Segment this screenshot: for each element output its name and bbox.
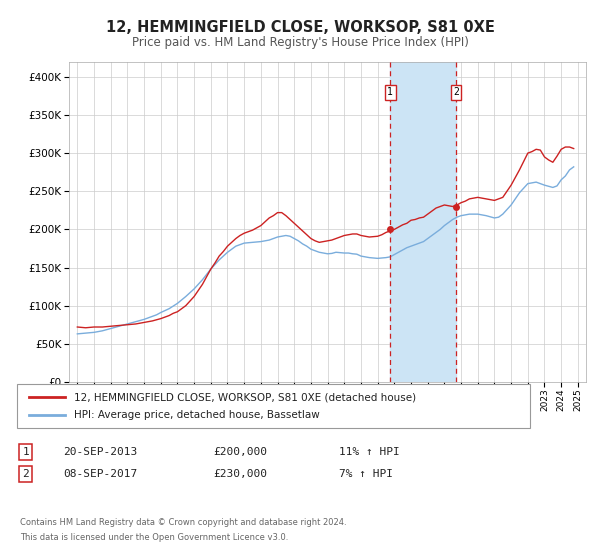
Text: 11% ↑ HPI: 11% ↑ HPI: [339, 447, 400, 457]
Text: 12, HEMMINGFIELD CLOSE, WORKSOP, S81 0XE: 12, HEMMINGFIELD CLOSE, WORKSOP, S81 0XE: [106, 20, 494, 35]
Text: 2: 2: [22, 469, 29, 479]
Text: HPI: Average price, detached house, Bassetlaw: HPI: Average price, detached house, Bass…: [74, 409, 320, 419]
Text: Price paid vs. HM Land Registry's House Price Index (HPI): Price paid vs. HM Land Registry's House …: [131, 36, 469, 49]
Text: Contains HM Land Registry data © Crown copyright and database right 2024.: Contains HM Land Registry data © Crown c…: [20, 518, 346, 527]
Text: 2: 2: [453, 87, 459, 97]
Text: 20-SEP-2013: 20-SEP-2013: [63, 447, 137, 457]
Text: £230,000: £230,000: [213, 469, 267, 479]
Text: 08-SEP-2017: 08-SEP-2017: [63, 469, 137, 479]
Bar: [390, 62, 456, 382]
Text: This data is licensed under the Open Government Licence v3.0.: This data is licensed under the Open Gov…: [20, 533, 288, 542]
Text: 7% ↑ HPI: 7% ↑ HPI: [339, 469, 393, 479]
Text: £200,000: £200,000: [213, 447, 267, 457]
Text: 1: 1: [387, 87, 393, 97]
Text: 1: 1: [22, 447, 29, 457]
Text: 12, HEMMINGFIELD CLOSE, WORKSOP, S81 0XE (detached house): 12, HEMMINGFIELD CLOSE, WORKSOP, S81 0XE…: [74, 393, 416, 403]
